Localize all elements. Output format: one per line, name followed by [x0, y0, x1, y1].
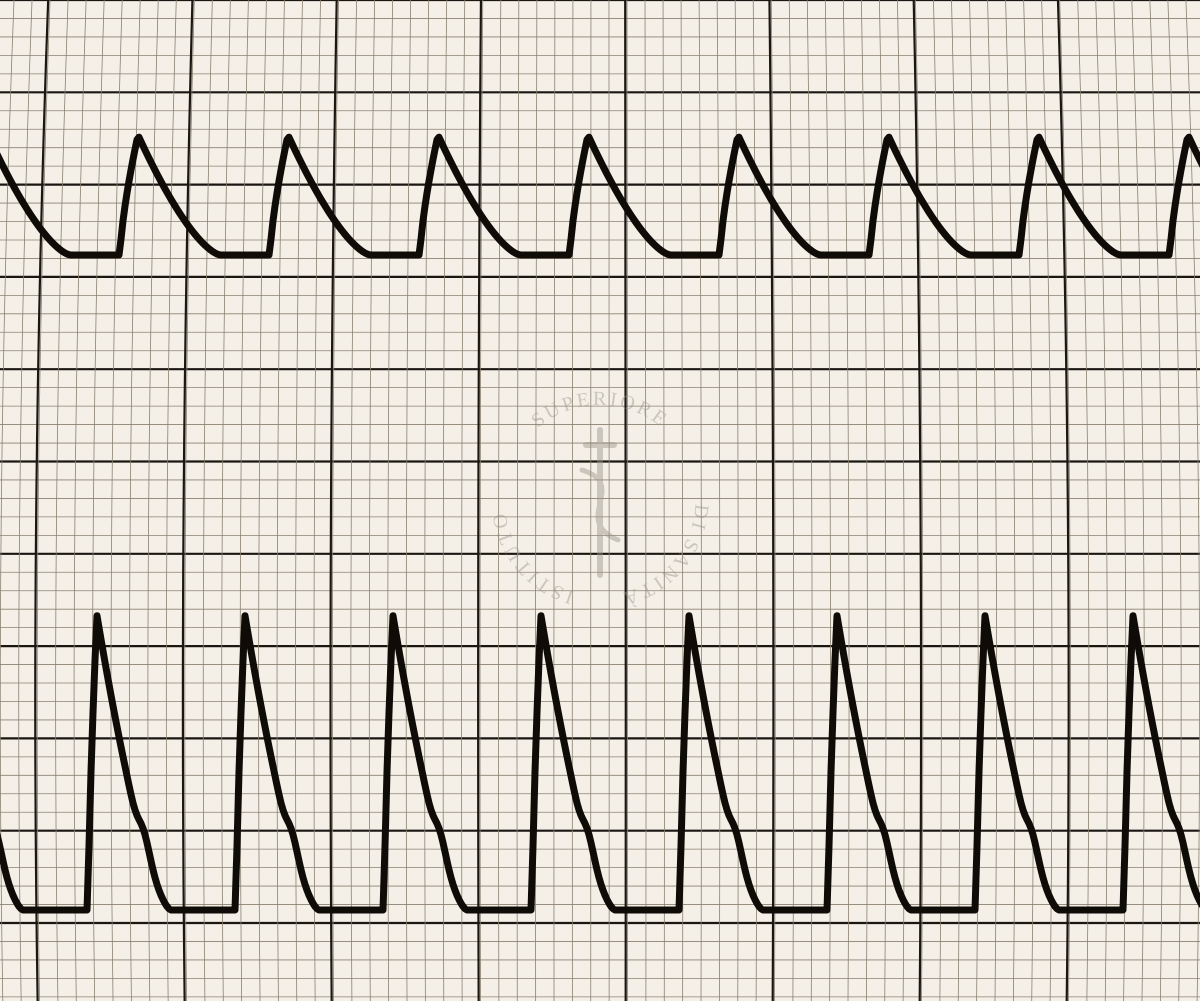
grid-major-v — [625, 0, 626, 1001]
chart-svg: SUPERIOREISTITUTODI SANITÀ — [0, 0, 1200, 1001]
waveform-chart: SUPERIOREISTITUTODI SANITÀ — [0, 0, 1200, 1001]
